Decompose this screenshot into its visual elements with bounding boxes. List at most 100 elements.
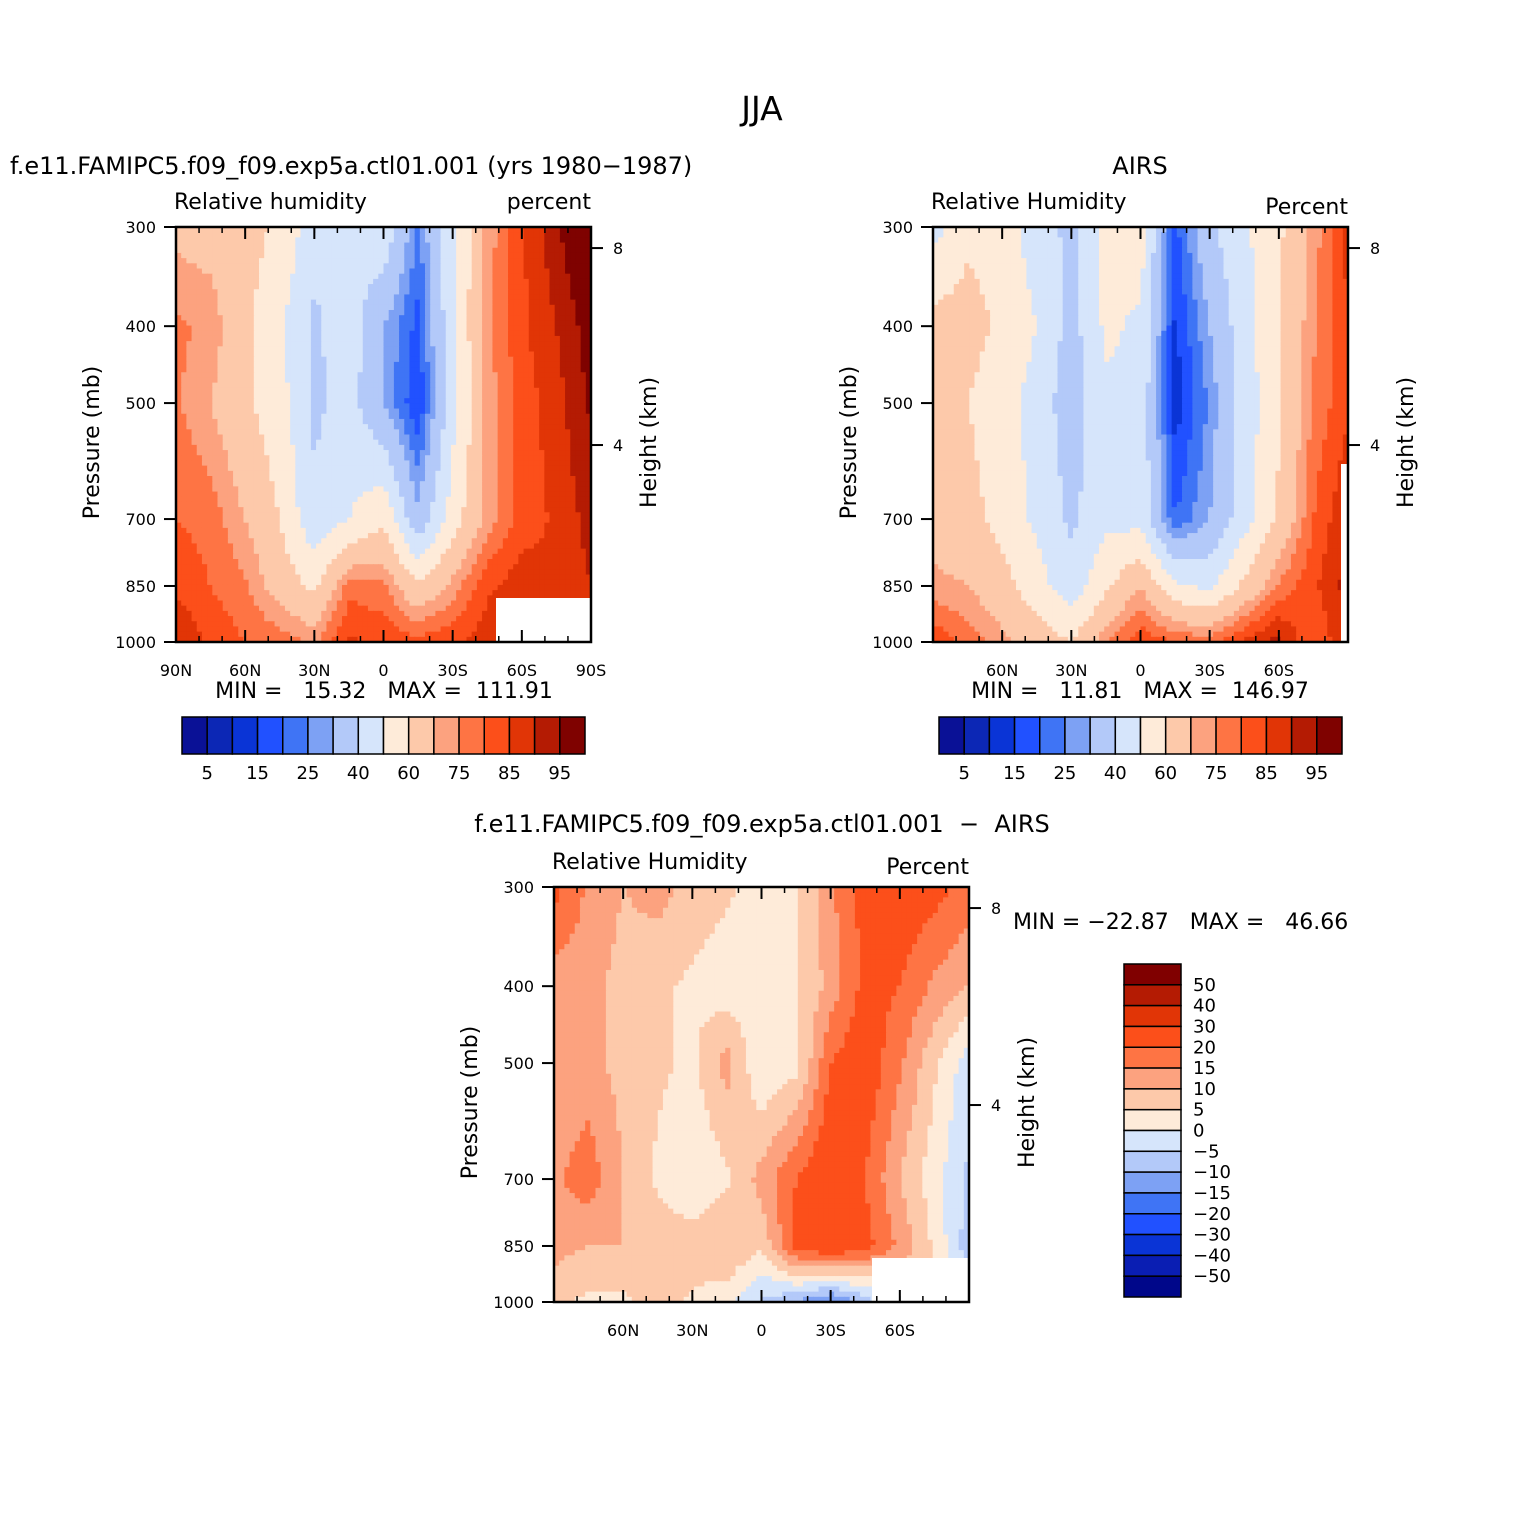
contour-cell [290, 481, 296, 487]
contour-cell [217, 294, 224, 301]
contour-cell [554, 450, 561, 456]
contour-cell [476, 310, 483, 316]
contour-cell [544, 325, 551, 332]
contour-cell [352, 299, 359, 306]
contour-cell [466, 232, 473, 238]
contour-cell [284, 522, 291, 529]
contour-cell [497, 538, 504, 545]
contour-cell [310, 387, 317, 394]
contour-cell [502, 398, 509, 404]
contour-cell [502, 252, 509, 259]
contour-cell [300, 429, 307, 436]
contour-cell [482, 304, 488, 311]
contour-cell [425, 232, 431, 238]
contour-cell [487, 310, 494, 316]
contour-cell [585, 486, 591, 493]
contour-cell [523, 351, 530, 358]
contour-cell [450, 418, 457, 425]
contour-cell [554, 455, 561, 462]
contour-cell [362, 496, 369, 503]
contour-cell [331, 346, 338, 353]
contour-cell [290, 237, 296, 244]
contour-cell [201, 403, 208, 410]
contour-cell [191, 398, 198, 404]
contour-cell [533, 476, 540, 482]
contour-cell [212, 377, 219, 384]
contour-cell [290, 268, 296, 275]
contour-cell [404, 512, 411, 519]
contour-cell [456, 351, 462, 358]
contour-cell [295, 501, 302, 508]
contour-cell [321, 289, 328, 296]
contour-cell [378, 408, 385, 415]
contour-cell [233, 465, 239, 472]
contour-cell [238, 450, 245, 456]
contour-cell [274, 413, 281, 420]
contour-cell [476, 232, 483, 238]
contour-cell [310, 299, 317, 306]
contour-cell [201, 548, 208, 555]
contour-cell [326, 408, 333, 415]
contour-cell [186, 434, 193, 441]
contour-cell [450, 351, 457, 358]
contour-cell [274, 512, 281, 519]
contour-cell [352, 382, 359, 389]
contour-cell [518, 387, 525, 394]
contour-cell [497, 486, 504, 493]
contour-cell [440, 408, 447, 415]
contour-cell [186, 310, 193, 316]
contour-cell [316, 304, 322, 311]
contour-cell [336, 413, 343, 420]
contour-cell [533, 232, 540, 238]
contour-cell [487, 450, 494, 456]
contour-cell [259, 335, 265, 342]
contour-cell [585, 424, 591, 430]
contour-cell [404, 429, 411, 436]
contour-cell [440, 476, 447, 482]
contour-cell [222, 507, 229, 513]
contour-cell [554, 346, 561, 353]
contour-cell [565, 460, 571, 467]
contour-cell [383, 527, 390, 534]
contour-cell [414, 434, 421, 441]
contour-cell [533, 227, 540, 233]
contour-cell [419, 512, 426, 519]
contour-cell [549, 507, 556, 513]
contour-cell [290, 310, 296, 316]
contour-cell [461, 450, 468, 456]
contour-cell [274, 263, 281, 270]
contour-cell [393, 501, 400, 508]
contour-cell [383, 543, 390, 550]
contour-cell [409, 476, 416, 482]
contour-cell [461, 398, 468, 404]
contour-cell [248, 507, 255, 513]
contour-cell [336, 486, 343, 493]
contour-cell [482, 242, 488, 249]
contour-cell [264, 527, 270, 534]
contour-cell [409, 351, 416, 358]
contour-cell [321, 517, 328, 524]
contour-cell [347, 455, 353, 462]
contour-cell [471, 346, 478, 353]
contour-cell [264, 538, 270, 545]
contour-cell [300, 273, 307, 280]
contour-cell [253, 496, 260, 503]
contour-cell [393, 403, 400, 410]
contour-cell [186, 325, 193, 332]
contour-cell [207, 393, 213, 399]
contour-cell [305, 527, 312, 534]
contour-cell [528, 507, 535, 513]
contour-cell [253, 377, 260, 384]
contour-cell [196, 413, 203, 420]
contour-cell [539, 476, 545, 482]
contour-cell [497, 237, 504, 244]
contour-cell [191, 465, 198, 472]
contour-cell [497, 460, 504, 467]
contour-cell [357, 247, 364, 254]
contour-cell [425, 227, 431, 233]
contour-cell [336, 299, 343, 306]
contour-cell [440, 367, 447, 373]
contour-cell [248, 242, 255, 249]
contour-cell [508, 227, 514, 233]
contour-cell [238, 377, 245, 384]
